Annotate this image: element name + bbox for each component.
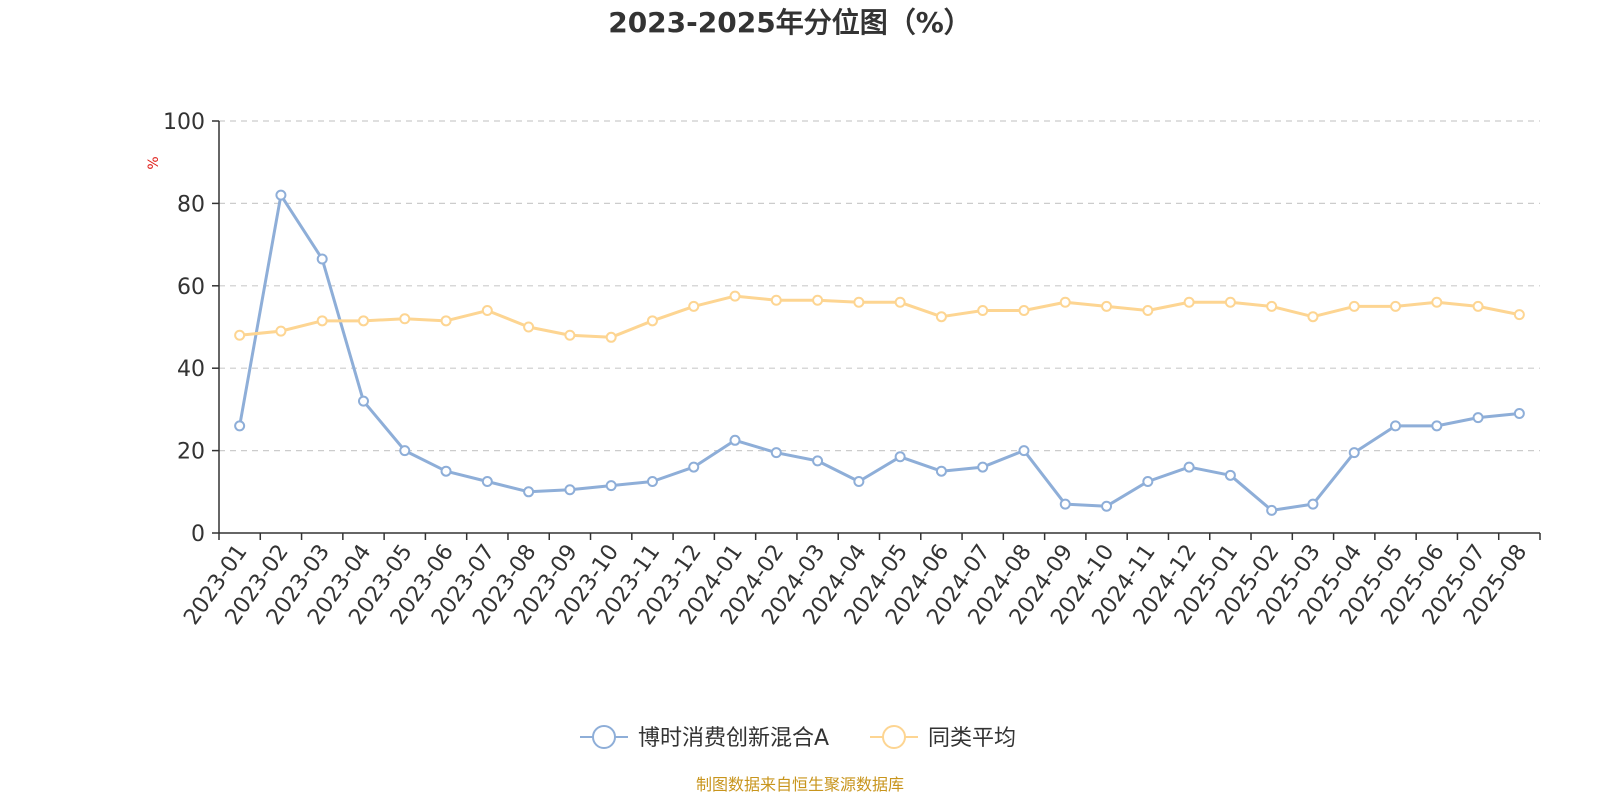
data-point[interactable] xyxy=(1431,296,1443,308)
data-point[interactable] xyxy=(1266,300,1278,312)
data-point[interactable] xyxy=(605,480,617,492)
chart-title: 2023-2025年分位图（%） xyxy=(608,6,972,39)
y-tick-label: 0 xyxy=(191,522,205,547)
y-tick-label: 40 xyxy=(177,357,205,382)
data-point[interactable] xyxy=(1390,300,1402,312)
series-line xyxy=(239,294,1520,339)
data-point[interactable] xyxy=(1390,420,1402,432)
series-lines xyxy=(234,189,1525,516)
data-point[interactable] xyxy=(316,315,328,327)
data-point[interactable] xyxy=(1059,296,1071,308)
legend[interactable]: 博时消费创新混合A 同类平均 xyxy=(580,725,1016,751)
data-point[interactable] xyxy=(688,300,700,312)
data-point[interactable] xyxy=(853,476,865,487)
data-point[interactable] xyxy=(1266,504,1278,516)
data-point[interactable] xyxy=(977,305,989,317)
legend-label: 同类平均 xyxy=(928,726,1016,751)
data-point[interactable] xyxy=(523,321,535,333)
y-axis-unit-label: % xyxy=(146,156,162,169)
data-point[interactable] xyxy=(399,445,411,457)
data-point[interactable] xyxy=(1018,445,1030,457)
data-point[interactable] xyxy=(1431,420,1443,432)
data-point[interactable] xyxy=(812,294,824,306)
data-point[interactable] xyxy=(1101,300,1113,312)
data-point[interactable] xyxy=(275,325,287,337)
legend-item-1[interactable]: 博时消费创新混合A xyxy=(580,725,829,751)
data-point[interactable] xyxy=(1183,461,1195,473)
y-tick-label: 80 xyxy=(177,192,205,217)
data-point[interactable] xyxy=(853,296,865,308)
data-point[interactable] xyxy=(481,476,493,487)
data-point[interactable] xyxy=(770,294,782,306)
data-point[interactable] xyxy=(357,315,369,327)
data-point[interactable] xyxy=(481,305,493,317)
data-point[interactable] xyxy=(1307,311,1319,323)
data-point[interactable] xyxy=(935,465,947,477)
data-point[interactable] xyxy=(729,434,741,446)
data-point[interactable] xyxy=(770,447,782,459)
data-point[interactable] xyxy=(894,296,906,308)
data-point[interactable] xyxy=(564,329,576,341)
data-point[interactable] xyxy=(1142,476,1154,487)
legend-item-2[interactable]: 同类平均 xyxy=(870,725,1016,751)
data-point[interactable] xyxy=(977,461,989,473)
data-point[interactable] xyxy=(646,315,658,327)
y-tick-label: 100 xyxy=(163,110,205,135)
data-point[interactable] xyxy=(564,484,576,496)
y-tick-label: 20 xyxy=(177,440,205,465)
gridlines xyxy=(219,120,1540,452)
data-point[interactable] xyxy=(440,315,452,327)
data-point[interactable] xyxy=(605,331,617,343)
legend-label: 博时消费创新混合A xyxy=(638,726,829,751)
data-point[interactable] xyxy=(894,451,906,463)
legend-marker-icon xyxy=(882,725,906,749)
data-point[interactable] xyxy=(1224,296,1236,308)
data-point[interactable] xyxy=(688,461,700,473)
data-point[interactable] xyxy=(1224,469,1236,481)
data-point[interactable] xyxy=(440,465,452,477)
series-2 xyxy=(234,290,1525,343)
data-point[interactable] xyxy=(357,395,369,407)
data-point[interactable] xyxy=(812,455,824,467)
y-tick-label: 60 xyxy=(177,275,205,300)
source-note: 制图数据来自恒生聚源数据库 xyxy=(696,775,904,794)
axes: 0204060801002023-012023-022023-032023-04… xyxy=(163,110,1541,630)
data-point[interactable] xyxy=(1472,412,1484,424)
data-point[interactable] xyxy=(1348,447,1360,459)
data-point[interactable] xyxy=(399,313,411,325)
data-point[interactable] xyxy=(1513,309,1525,321)
legend-marker-icon xyxy=(592,725,616,749)
data-point[interactable] xyxy=(316,253,328,265)
data-point[interactable] xyxy=(646,476,658,487)
data-point[interactable] xyxy=(1142,305,1154,317)
data-point[interactable] xyxy=(1348,300,1360,312)
data-point[interactable] xyxy=(523,486,535,498)
data-point[interactable] xyxy=(234,329,246,341)
data-point[interactable] xyxy=(1101,500,1113,512)
data-point[interactable] xyxy=(1307,498,1319,510)
data-point[interactable] xyxy=(1059,498,1071,510)
data-point[interactable] xyxy=(935,311,947,323)
data-point[interactable] xyxy=(729,290,741,302)
data-point[interactable] xyxy=(234,420,246,432)
data-point[interactable] xyxy=(1513,408,1525,420)
data-point[interactable] xyxy=(275,189,287,201)
data-point[interactable] xyxy=(1183,296,1195,308)
series-1 xyxy=(234,189,1525,516)
series-line xyxy=(238,193,1520,512)
data-point[interactable] xyxy=(1472,300,1484,312)
data-point[interactable] xyxy=(1018,305,1030,317)
